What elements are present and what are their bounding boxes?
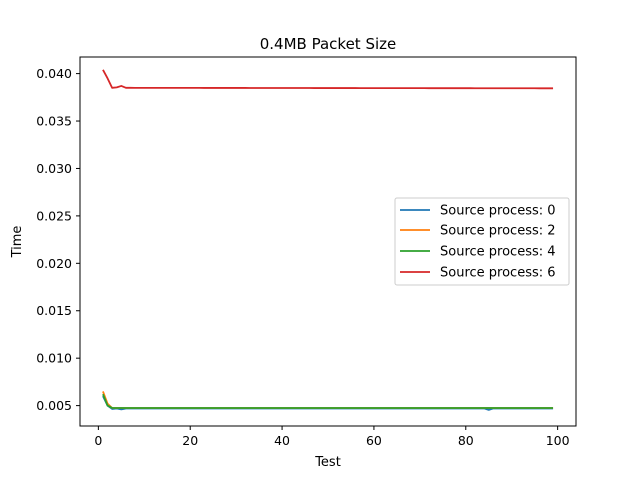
y-axis: 0.005 0.010 0.015 0.020 0.025 0.030 0.035 0.040: [36, 66, 80, 413]
x-tick-label: 20: [182, 433, 198, 448]
plot-area: [79, 56, 577, 427]
series-line-3: [102, 69, 554, 90]
legend-label-series-3: Source process: 6: [440, 266, 556, 281]
chart-title: 0.4MB Packet Size: [260, 35, 397, 53]
x-tick-label: 0: [94, 433, 102, 448]
series-layer: [102, 69, 554, 411]
legend-frame: [394, 197, 570, 286]
y-tick-label: 0.015: [36, 303, 72, 318]
x-tick-label: 100: [546, 433, 570, 448]
y-tick-label: 0.020: [36, 256, 72, 271]
y-tick-label: 0.025: [36, 208, 72, 223]
legend-label-series-0: Source process: 0: [440, 204, 556, 219]
y-axis-label: Time: [10, 226, 25, 259]
y-tick-label: 0.005: [36, 398, 72, 413]
x-axis-label: Test: [314, 455, 341, 470]
y-tick-label: 0.040: [36, 66, 72, 81]
legend-label-series-1: Source process: 2: [440, 224, 556, 239]
series-line-2: [102, 393, 554, 409]
series-line-1: [102, 391, 554, 409]
plot-frame: [79, 56, 577, 427]
legend: Source process: 0 Source process: 2 Sour…: [394, 197, 570, 286]
x-tick-label: 80: [458, 433, 474, 448]
x-tick-label: 60: [366, 433, 382, 448]
y-tick-label: 0.035: [36, 114, 72, 129]
x-axis: 0 20 40 60 80 100: [94, 426, 570, 448]
x-tick-label: 40: [274, 433, 290, 448]
y-tick-label: 0.010: [36, 351, 72, 366]
legend-label-series-2: Source process: 4: [440, 245, 556, 260]
y-tick-label: 0.030: [36, 161, 72, 176]
